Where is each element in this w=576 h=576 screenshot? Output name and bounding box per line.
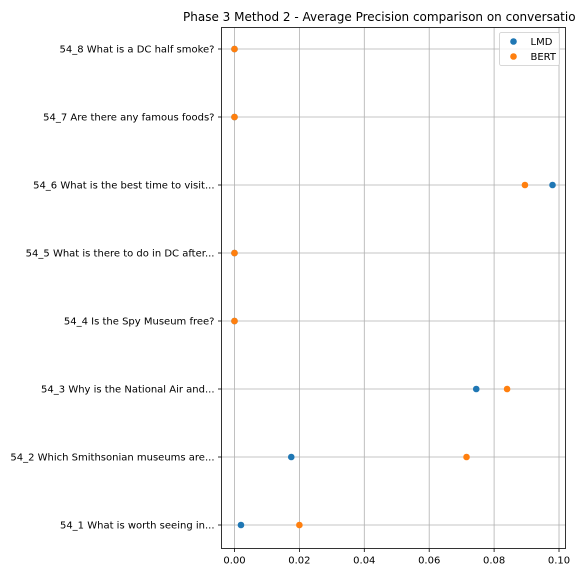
y-tick-label: 54_8 What is a DC half smoke? — [60, 45, 215, 56]
y-tick-label: 54_3 Why is the National Air and... — [41, 385, 214, 396]
y-tick-label: 54_7 Are there any famous foods? — [43, 113, 214, 124]
point-bert — [231, 113, 238, 121]
point-bert — [231, 317, 238, 325]
point-lmd — [472, 385, 480, 393]
x-tick-label: 0.04 — [353, 556, 375, 567]
x-tick-label: 0.08 — [483, 556, 505, 567]
chart-title: Phase 3 Method 2 - Average Precision com… — [183, 10, 576, 24]
point-bert — [503, 385, 511, 393]
y-tick-label: 54_6 What is the best time to visit... — [33, 181, 214, 192]
y-tick-label: 54_2 Which Smithsonian museums are... — [10, 453, 214, 464]
y-tick-label: 54_5 What is there to do in DC after... — [26, 249, 215, 260]
grid-lines — [221, 27, 566, 549]
x-tick-label: 0.06 — [418, 556, 440, 567]
point-lmd — [549, 181, 556, 189]
x-axis: 0.00 0.02 0.04 0.06 0.08 0.10 — [223, 548, 570, 567]
point-bert — [231, 249, 238, 257]
legend-label-bert: BERT — [531, 52, 557, 63]
point-lmd — [287, 453, 295, 461]
y-axis: 54_1 What is worth seeing in... 54_2 Whic… — [10, 45, 222, 532]
plot-frame — [221, 27, 566, 549]
x-tick-label: 0.02 — [288, 556, 310, 567]
legend: LMD BERT — [499, 32, 560, 66]
point-bert — [463, 453, 470, 461]
y-tick-label: 54_1 What is worth seeing in... — [60, 521, 215, 532]
y-tick-label: 54_4 Is the Spy Museum free? — [64, 317, 215, 328]
legend-label-lmd: LMD — [531, 37, 553, 48]
x-tick-label: 0.00 — [223, 556, 245, 567]
data-points — [231, 45, 556, 529]
point-bert — [231, 45, 238, 53]
legend-marker-bert — [510, 53, 517, 60]
point-bert — [521, 181, 529, 189]
x-tick-label: 0.10 — [548, 556, 570, 567]
point-lmd — [237, 521, 245, 529]
legend-marker-lmd — [510, 38, 517, 45]
point-bert — [296, 521, 303, 529]
